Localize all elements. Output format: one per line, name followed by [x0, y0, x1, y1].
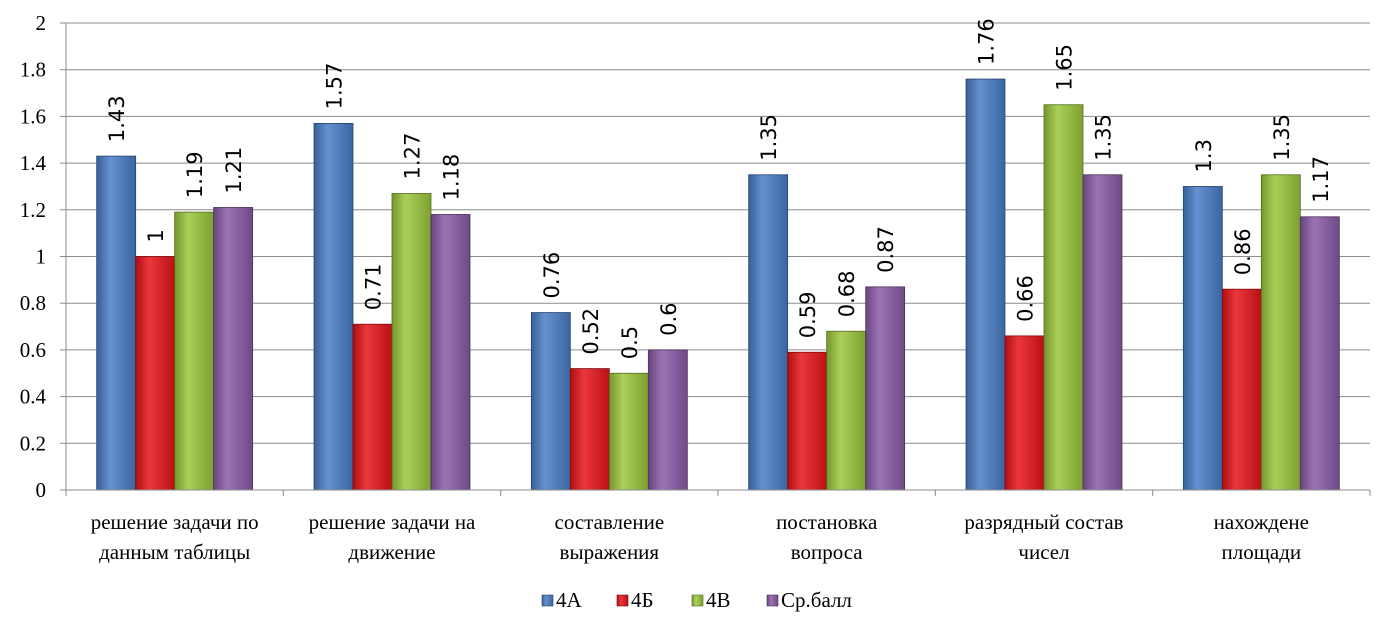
data-label: 0.68 [835, 270, 859, 317]
legend-label: 4В [706, 588, 731, 612]
data-label: 0.86 [1231, 228, 1255, 275]
legend-item: 4А [541, 588, 583, 612]
bar-4А-4 [965, 78, 1006, 491]
legend-swatch [766, 594, 779, 607]
x-category-label: постановка [776, 510, 878, 534]
y-tick-label: 0.2 [20, 431, 46, 455]
data-label: 1.17 [1309, 156, 1333, 203]
y-tick-label: 0.8 [20, 291, 46, 315]
bar-Ср.балл-3 [865, 286, 906, 491]
data-label: 0.52 [579, 308, 603, 355]
data-label: 1.35 [1270, 114, 1294, 161]
y-tick-label: 1 [36, 245, 47, 269]
x-category-label: выражения [560, 540, 660, 564]
x-category-label: площади [1222, 540, 1302, 564]
bar-4Б-0 [135, 256, 176, 491]
bar-4А-3 [748, 174, 789, 491]
y-tick-label: 1.8 [20, 58, 46, 82]
data-label: 0.5 [618, 326, 642, 359]
x-category-label: данным таблицы [99, 540, 250, 564]
bar-4В-2 [608, 372, 649, 491]
x-category-labels: решение задачи по данным таблицы решение з… [91, 510, 1309, 564]
legend-label: Ср.балл [781, 588, 852, 612]
data-label: 1.76 [975, 18, 999, 65]
legend-swatch [541, 594, 554, 607]
data-label: 0.6 [657, 302, 681, 335]
data-labels: 1.43 1 1.19 1.21 1.57 0.71 1.27 1.18 0.76 0.52 0.5… [105, 18, 1333, 359]
data-label: 1 [144, 229, 168, 242]
data-label: 1.18 [440, 154, 464, 201]
bar-4А-5 [1182, 186, 1223, 491]
legend-swatch [616, 594, 629, 607]
bars [96, 78, 1340, 491]
data-label: 0.87 [874, 226, 898, 273]
y-tick-label: 0 [36, 478, 47, 502]
x-category-label: решение задачи по [91, 510, 259, 534]
y-tick-label: 0.6 [20, 338, 46, 362]
legend-label: 4А [556, 588, 583, 612]
x-category-label: решение задачи на [309, 510, 476, 534]
x-category-label: вопроса [791, 540, 864, 564]
data-label: 0.76 [540, 252, 564, 299]
bar-4В-4 [1043, 104, 1084, 491]
bar-Ср.балл-0 [213, 207, 254, 491]
data-label: 1.43 [105, 95, 129, 142]
x-category-label: движение [348, 540, 435, 564]
y-tick-label: 1.6 [20, 104, 46, 128]
bar-4В-1 [391, 193, 432, 491]
gridlines [66, 22, 1370, 444]
data-label: 1.57 [323, 63, 347, 110]
y-tick-label: 0.4 [20, 385, 47, 409]
data-label: 1.35 [1092, 114, 1116, 161]
y-tick-label: 1.4 [20, 151, 47, 175]
bar-4Б-2 [569, 368, 610, 491]
data-label: 1.21 [222, 147, 246, 194]
bar-4В-0 [174, 211, 215, 491]
bar-4А-1 [313, 123, 354, 491]
y-tick-label: 1.2 [20, 198, 46, 222]
y-tick-label: 2 [36, 11, 47, 35]
data-label: 0.71 [362, 263, 386, 310]
bar-Ср.балл-5 [1299, 216, 1340, 491]
y-tick-labels: 0 0.2 0.4 0.6 0.8 1 1.2 1.4 1.6 1.8 2 [20, 11, 47, 502]
axes [60, 22, 1371, 496]
data-label: 1.35 [757, 114, 781, 161]
bar-Ср.балл-4 [1082, 174, 1123, 491]
data-label: 0.66 [1014, 275, 1038, 322]
x-category-label: составление [555, 510, 665, 534]
legend-item: Ср.балл [766, 588, 852, 612]
bar-Ср.балл-2 [647, 349, 688, 491]
legend-swatch [691, 594, 704, 607]
bar-4В-5 [1260, 174, 1301, 491]
data-label: 1.27 [401, 133, 425, 180]
legend-item: 4Б [616, 588, 654, 612]
legend: 4А 4Б 4В Ср.балл [541, 588, 852, 612]
data-label: 1.65 [1053, 44, 1077, 91]
data-label: 1.19 [183, 151, 207, 198]
data-label: 0.59 [796, 291, 820, 338]
x-category-label: разрядный состав [964, 510, 1123, 534]
bar-4Б-1 [352, 323, 393, 491]
bar-4Б-4 [1004, 335, 1045, 491]
x-category-label: чисел [1018, 540, 1069, 564]
data-label: 1.3 [1192, 139, 1216, 172]
bar-4Б-3 [787, 351, 828, 491]
x-category-label: нахождене [1214, 510, 1309, 534]
bar-Ср.балл-1 [430, 214, 471, 491]
bar-4В-3 [826, 330, 867, 491]
bar-4А-2 [530, 312, 571, 491]
bar-4Б-5 [1221, 288, 1262, 491]
legend-label: 4Б [631, 588, 654, 612]
bar-4А-0 [96, 155, 137, 491]
legend-item: 4В [691, 588, 731, 612]
